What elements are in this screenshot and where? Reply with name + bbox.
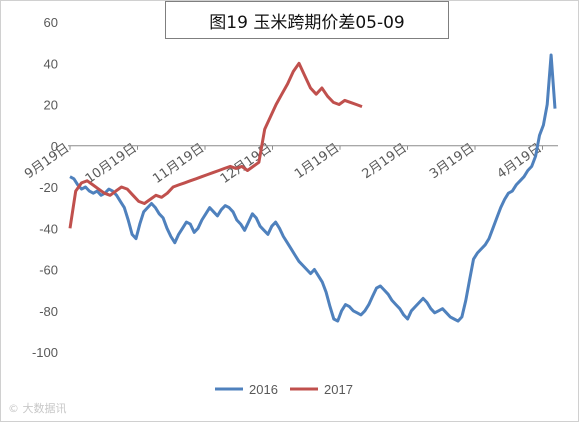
y-tick-label: 60 bbox=[44, 15, 58, 30]
y-tick-label: -100 bbox=[32, 345, 58, 360]
y-tick-label: -80 bbox=[39, 304, 58, 319]
x-tick-group: 2月19日 bbox=[360, 141, 410, 182]
y-tick-label: -60 bbox=[39, 263, 58, 278]
y-axis: 60 40 20 0 -20 -40 -60 -80 -100 bbox=[32, 15, 58, 360]
chart-title: 图19 玉米跨期价差05-09 bbox=[165, 1, 449, 39]
x-tick-group: 11月19日 bbox=[150, 141, 207, 187]
x-tick-label: 1月19日 bbox=[292, 141, 342, 182]
legend: 2016 2017 bbox=[215, 382, 353, 397]
x-tick-label: 2月19日 bbox=[360, 141, 410, 182]
y-tick-label: -40 bbox=[39, 221, 58, 236]
x-tick-label: 12月19日 bbox=[218, 141, 275, 187]
x-axis: 9月19日 10月19日 11月19日 12月19日 1月19日 2月19日 3月19日 4月… bbox=[22, 141, 545, 187]
x-tick-group: 3月19日 bbox=[427, 141, 477, 182]
x-tick-group: 1月19日 bbox=[292, 141, 342, 182]
y-tick-label: 20 bbox=[44, 98, 58, 113]
x-tick-group: 9月19日 bbox=[22, 141, 72, 182]
legend-label-2016: 2016 bbox=[249, 382, 278, 397]
plot-area bbox=[68, 53, 558, 323]
y-tick-label: -20 bbox=[39, 180, 58, 195]
x-tick-label: 10月19日 bbox=[83, 141, 140, 187]
y-tick-label: 0 bbox=[51, 139, 58, 154]
x-tick-group: 10月19日 bbox=[83, 141, 140, 187]
watermark: © 大数据讯 bbox=[8, 402, 67, 415]
y-tick-label: 40 bbox=[44, 56, 58, 71]
x-tick-label: 11月19日 bbox=[150, 141, 207, 187]
series-line-2016 bbox=[69, 53, 557, 323]
x-tick-label: 9月19日 bbox=[22, 141, 72, 182]
legend-label-2017: 2017 bbox=[324, 382, 353, 397]
series-line-2017 bbox=[68, 61, 363, 229]
x-tick-group: 12月19日 bbox=[218, 141, 275, 187]
x-tick-label: 3月19日 bbox=[427, 141, 477, 182]
